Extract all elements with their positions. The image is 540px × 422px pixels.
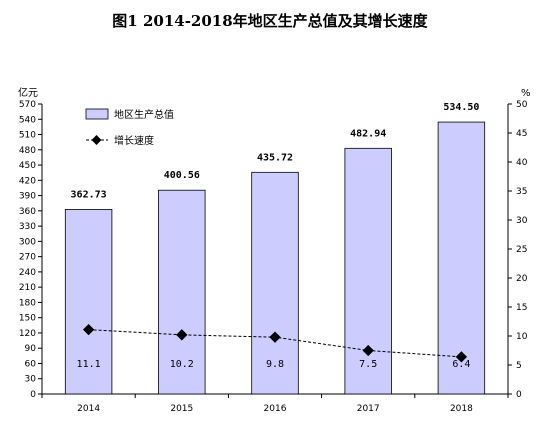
- bar: [64, 209, 113, 395]
- y-tick-label: 30: [25, 375, 37, 385]
- y2-axis-unit: %: [521, 88, 531, 99]
- growth-value-label: 6.4: [452, 359, 470, 370]
- x-tick-label: 2017: [357, 404, 380, 414]
- y-tick-label: 120: [19, 329, 36, 339]
- axes: 0306090120150180210240270300330360390420…: [19, 100, 528, 414]
- y-tick-label: 480: [19, 146, 36, 156]
- y2-tick-label: 35: [516, 187, 527, 197]
- x-tick-label: 2015: [170, 404, 193, 414]
- y2-tick-label: 15: [516, 303, 527, 313]
- growth-marker: [269, 331, 281, 343]
- y-tick-label: 210: [19, 283, 36, 293]
- growth-marker: [455, 351, 468, 363]
- y-tick-label: 240: [19, 268, 36, 278]
- chart-title: 图1 2014-2018年地区生产总值及其增长速度: [112, 12, 428, 30]
- y-tick-label: 60: [25, 359, 37, 369]
- bar-value-label: 482.94: [350, 128, 386, 139]
- y-tick-label: 570: [19, 100, 36, 110]
- y2-tick-label: 10: [516, 332, 528, 342]
- bar-value-label: 362.73: [71, 189, 107, 200]
- growth-value-label: 7.5: [359, 359, 377, 370]
- y2-tick-label: 0: [516, 390, 522, 400]
- bar: [437, 121, 486, 395]
- x-tick-label: 2016: [264, 404, 287, 414]
- y-tick-label: 420: [19, 176, 36, 186]
- legend: 地区生产总值 增长速度: [85, 108, 174, 147]
- bar: [158, 189, 206, 395]
- y-tick-label: 300: [19, 237, 36, 247]
- y2-tick-label: 50: [516, 100, 528, 110]
- y-tick-label: 540: [19, 115, 36, 125]
- bar: [251, 171, 299, 395]
- legend-line-label: 增长速度: [114, 134, 154, 147]
- legend-bar-label: 地区生产总值: [114, 108, 174, 121]
- y2-tick-label: 20: [516, 274, 528, 284]
- x-tick-label: 2014: [77, 404, 100, 414]
- growth-value-label: 9.8: [266, 359, 284, 370]
- bar-value-label: 400.56: [164, 170, 200, 181]
- bar-value-label: 435.72: [257, 152, 293, 163]
- growth-marker: [362, 344, 374, 357]
- y-tick-label: 0: [30, 390, 36, 400]
- y-axis-unit: 亿元: [18, 86, 38, 99]
- y-tick-label: 390: [19, 192, 36, 202]
- y-tick-label: 270: [19, 253, 36, 263]
- line-series: [82, 323, 468, 363]
- y-tick-label: 360: [19, 207, 36, 217]
- y-tick-label: 450: [19, 161, 36, 171]
- legend-bar-swatch: [85, 108, 109, 120]
- bar: [344, 147, 392, 395]
- y2-tick-label: 25: [516, 245, 527, 255]
- legend-line-marker: [91, 135, 102, 145]
- growth-value-label: 10.2: [170, 359, 194, 370]
- growth-value-label: 11.1: [77, 359, 101, 370]
- data-labels: 362.73 400.56 435.72 482.94 534.50 11.1 10.2 9.…: [71, 102, 480, 370]
- y2-tick-label: 5: [516, 361, 522, 371]
- y2-tick-label: 40: [516, 158, 528, 168]
- growth-marker: [176, 329, 188, 341]
- y-tick-label: 330: [19, 222, 36, 232]
- y-tick-label: 510: [19, 131, 36, 141]
- y-tick-label: 90: [25, 344, 37, 354]
- y2-tick-label: 45: [516, 129, 527, 139]
- bar-value-label: 534.50: [443, 102, 479, 113]
- bar-series: [64, 121, 486, 395]
- y-tick-label: 180: [19, 298, 36, 308]
- y2-tick-label: 30: [516, 216, 528, 226]
- x-tick-label: 2018: [450, 404, 473, 414]
- y-tick-label: 150: [19, 314, 36, 324]
